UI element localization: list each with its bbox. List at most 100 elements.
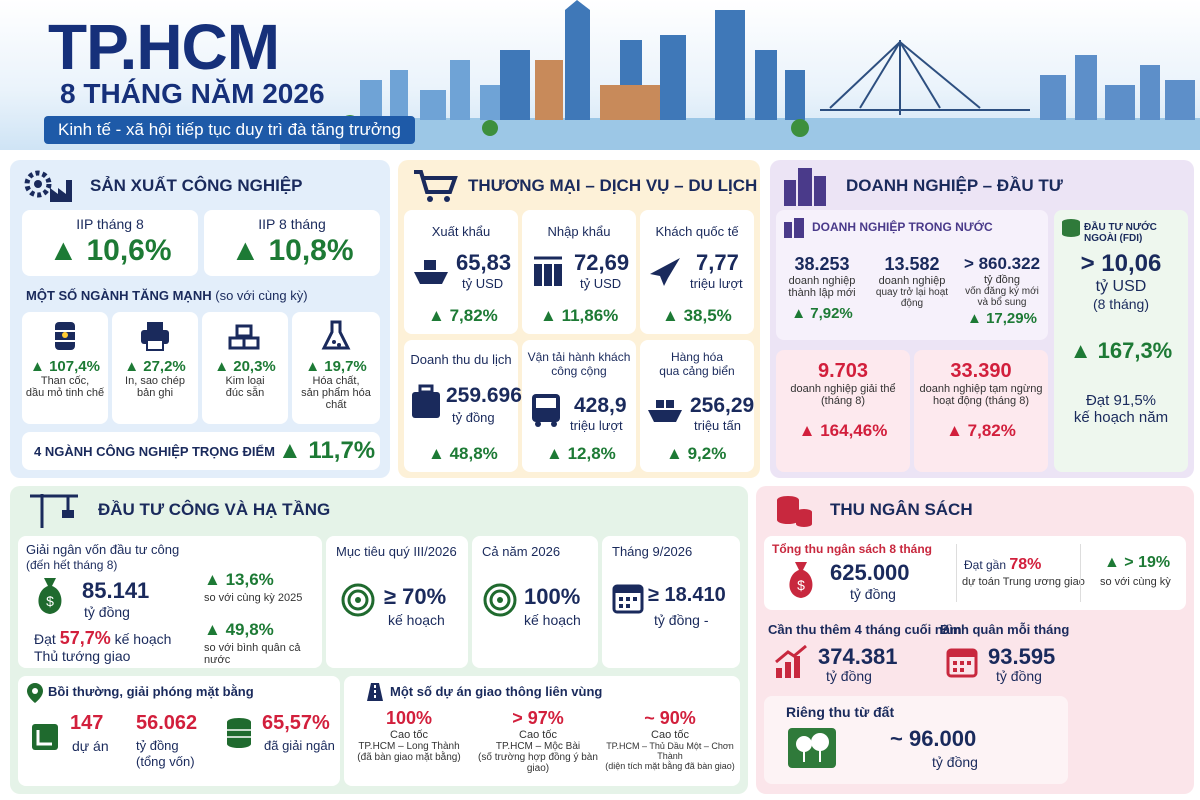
- up-arrow-icon: ▲: [124, 358, 144, 375]
- up-arrow-icon: ▲: [48, 234, 87, 267]
- metal-bars-icon: [228, 324, 260, 350]
- fdi-title: ĐẦU TƯ NƯỚC NGOÀI (FDI): [1084, 222, 1157, 244]
- up-arrow-icon: ▲: [230, 234, 269, 267]
- plan-label: kế hoạch: [114, 631, 172, 647]
- sector-label: đúc sẵn: [225, 387, 265, 399]
- growth-vs-country-note: so với bình quân cả nước: [204, 642, 301, 666]
- remaining-value: 374.381: [818, 644, 898, 669]
- sector-card: ▲ 27,2% In, sao chép bản ghi: [112, 312, 198, 424]
- trade-label: Xuất khẩu: [431, 224, 491, 239]
- trade-growth: 9,2%: [687, 444, 727, 463]
- plan-percent: 57,7%: [59, 628, 111, 648]
- land-clearance-title: Bồi thường, giải phóng mặt bằng: [48, 684, 254, 699]
- iip-month-value: 10,6%: [86, 234, 172, 267]
- land-capital-label: (tổng vốn): [136, 754, 195, 769]
- trade-unit: triệu lượt: [690, 276, 743, 291]
- up-arrow-icon: ▲: [278, 437, 309, 464]
- trade-label: Khách quốc tế: [655, 224, 739, 239]
- bus-icon: [532, 394, 560, 427]
- public-investment-title: ĐẦU TƯ CÔNG VÀ HẠ TẦNG: [98, 500, 331, 519]
- growth-vs-country: 49,8%: [225, 620, 274, 639]
- road-value: > 97%: [512, 708, 564, 728]
- road-label: TP.HCM – Thủ Dầu Một – Chơn Thành: [606, 741, 734, 761]
- up-arrow-icon: ▲: [540, 306, 562, 325]
- fdi-period: (8 tháng): [1092, 296, 1150, 312]
- public-investment-panel: ĐẦU TƯ CÔNG VÀ HẠ TẦNG Giải ngân vốn đầu…: [10, 486, 748, 794]
- up-arrow-icon: ▲: [546, 444, 568, 463]
- trade-unit: triệu lượt: [570, 418, 623, 433]
- sector-label: bản ghi: [136, 387, 174, 399]
- trade-growth: 11,86%: [561, 306, 619, 325]
- trade-value: 259.696: [446, 384, 522, 407]
- paused-label: hoạt động (tháng 8): [932, 395, 1030, 407]
- q3-target-title: Mục tiêu quý III/2026: [336, 544, 457, 559]
- road-label: TP.HCM – Long Thành: [358, 741, 460, 752]
- sector-card: ▲ 20,3% Kim loại đúc sẵn: [202, 312, 288, 424]
- q3-target-value: ≥ 70%: [384, 584, 447, 609]
- dissolved-label: doanh nghiệp giải thể: [790, 383, 896, 395]
- sectors-note: (so với cùng kỳ): [215, 288, 308, 303]
- land-revenue-value: ~ 96.000: [890, 726, 977, 751]
- up-arrow-icon: ▲: [666, 444, 688, 463]
- remaining-title: Cần thu thêm 4 tháng cuối năm: [768, 622, 962, 637]
- up-arrow-icon: ▲: [946, 421, 968, 440]
- domestic-card: DOANH NGHIỆP TRONG NƯỚC 38.253 doanh ngh…: [776, 210, 1048, 340]
- road-label: (diện tích mặt bằng đã bàn giao): [605, 761, 735, 771]
- up-arrow-icon: ▲: [662, 306, 684, 325]
- plan-label: Đạt: [34, 631, 56, 647]
- sector-label: Than cốc,: [40, 375, 90, 387]
- trade-card-tourism-revenue: Doanh thu du lịch 259.696 tỷ đồng ▲ 48,8…: [404, 340, 522, 472]
- year-target-card: Cả năm 2026 100% kế hoạch: [472, 536, 598, 668]
- city-skyline-illustration: [340, 0, 1200, 150]
- ship-icon: [414, 260, 448, 284]
- trade-card-import: Nhập khẩu 72,69 tỷ USD ▲ 11,86%: [522, 210, 636, 334]
- budget-title: THU NGÂN SÁCH: [830, 500, 973, 519]
- sector-label: In, sao chép: [125, 375, 185, 387]
- cargo-ship-icon: [648, 400, 682, 422]
- road-icon: [367, 683, 383, 701]
- sector-value: 107,4%: [49, 358, 100, 375]
- coins-stack-icon: [1062, 219, 1080, 237]
- industry-panel: SẢN XUẤT CÔNG NGHIỆP IIP tháng 8 ▲ 10,6%…: [10, 160, 390, 478]
- factory-gear-icon: [24, 170, 72, 202]
- capital-label: tỷ đồng: [983, 274, 1021, 286]
- new-business-label: doanh nghiệp: [788, 275, 856, 287]
- road-label: Cao tốc: [519, 729, 557, 741]
- trade-label: Nhập khẩu: [547, 224, 611, 239]
- up-arrow-icon: ▲: [428, 306, 450, 325]
- suitcase-icon: [412, 384, 440, 418]
- returned-business-label: quay trở lại hoạt động: [875, 287, 949, 309]
- key-industries-value: 11,7%: [308, 437, 376, 464]
- estimate-percent: 78%: [1009, 556, 1042, 573]
- up-arrow-icon: ▲: [428, 444, 450, 463]
- key-industries-label: 4 NGÀNH CÔNG NGHIỆP TRỌNG ĐIỂM: [34, 444, 276, 459]
- disbursement-title: Giải ngân vốn đầu tư công: [26, 542, 180, 557]
- money-bag-icon: $: [38, 578, 62, 614]
- key-industries-card: 4 NGÀNH CÔNG NGHIỆP TRỌNG ĐIỂM ▲ 11,7%: [22, 432, 380, 470]
- capital-value: > 860.322: [963, 254, 1041, 273]
- fdi-growth: 167,3%: [1097, 338, 1173, 363]
- sector-label: sản phẩm hóa chất: [301, 387, 371, 411]
- disbursement-card: Giải ngân vốn đầu tư công (đến hết tháng…: [18, 536, 322, 668]
- sector-label: dầu mỏ tinh chế: [25, 387, 105, 399]
- trade-card-export: Xuất khẩu 65,83 tỷ USD ▲ 7,82%: [404, 210, 518, 334]
- sectors-title: MỘT SỐ NGÀNH TĂNG MẠNH: [26, 288, 212, 303]
- up-arrow-icon: ▲: [214, 358, 234, 375]
- sector-value: 19,7%: [324, 358, 367, 375]
- remaining-revenue-card: Cần thu thêm 4 tháng cuối năm 374.381 tỷ…: [764, 616, 1186, 686]
- page-subtitle: 8 THÁNG NĂM 2026: [60, 78, 325, 109]
- q3-target-card: Mục tiêu quý III/2026 ≥ 70% kế hoạch: [326, 536, 468, 668]
- divider: [1080, 544, 1081, 602]
- road-label: Cao tốc: [390, 729, 428, 741]
- trees-icon: [788, 728, 836, 768]
- disbursement-unit: tỷ đồng: [84, 604, 130, 620]
- monthly-average-unit: tỷ đồng: [996, 668, 1042, 684]
- plan-label: Thủ tướng giao: [34, 648, 131, 664]
- monthly-average-title: Bình quân mỗi tháng: [940, 622, 1070, 637]
- new-business-value: 38.253: [794, 254, 850, 274]
- sep-target-card: Tháng 9/2026 ≥ 18.410 tỷ đồng -: [602, 536, 740, 668]
- sector-label: Kim loại: [225, 375, 265, 387]
- header: TP.HCM 8 THÁNG NĂM 2026 Kinh tế - xã hội…: [0, 0, 1200, 150]
- road-value: 100%: [385, 708, 433, 728]
- sector-value: 20,3%: [233, 358, 276, 375]
